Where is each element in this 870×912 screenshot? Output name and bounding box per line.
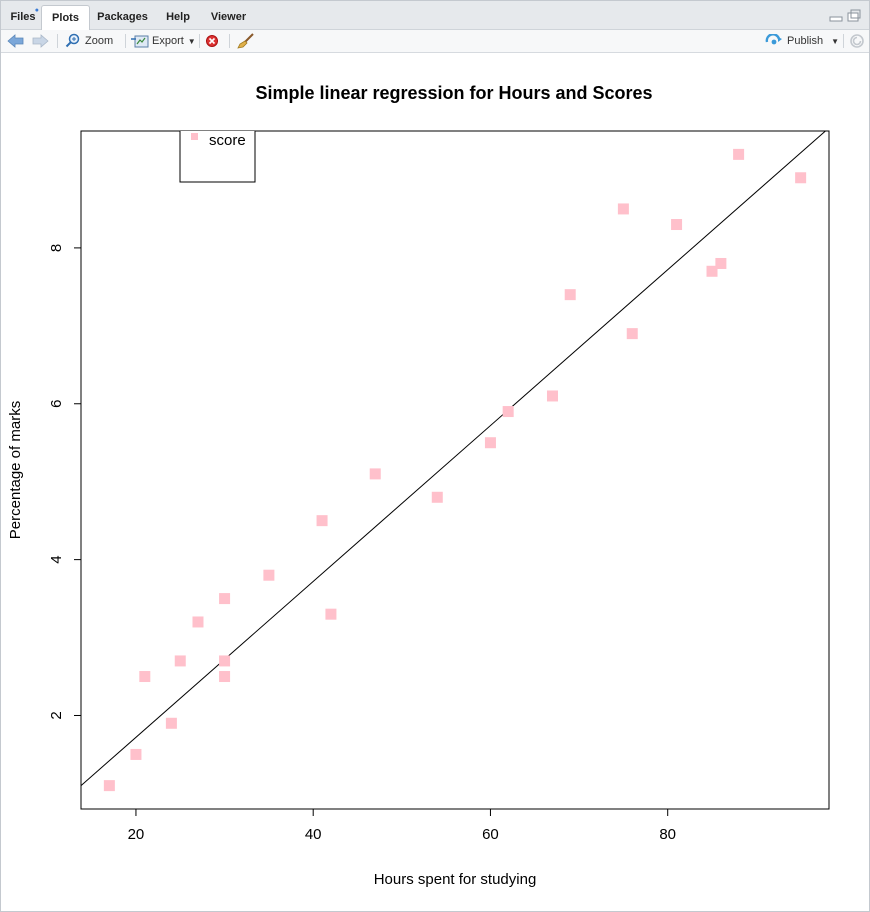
- export-label: Export: [152, 35, 184, 47]
- plot-frame: [80, 130, 830, 810]
- toolbar-separator: [229, 34, 230, 48]
- data-point: [484, 437, 496, 449]
- refresh-icon: [850, 34, 864, 48]
- line-layer: [81, 131, 827, 786]
- tab-plots[interactable]: Plots: [41, 5, 90, 30]
- tab-help[interactable]: Help: [155, 5, 201, 29]
- plots-toolbar: Zoom Export ▼ Publish ▼: [1, 30, 869, 53]
- data-point: [733, 148, 745, 160]
- remove-plot-icon: [206, 35, 218, 47]
- publish-label: Publish: [787, 35, 824, 47]
- zoom-label: Zoom: [85, 35, 114, 47]
- data-point: [263, 569, 275, 581]
- export-menu-button[interactable]: Export ▼: [131, 30, 196, 52]
- x-tick-label: 60: [482, 826, 499, 843]
- regression-line: [81, 131, 827, 786]
- data-point: [316, 515, 328, 527]
- chevron-down-icon: ▼: [831, 36, 839, 46]
- refresh-plot-button[interactable]: [849, 30, 865, 52]
- data-point: [795, 172, 807, 184]
- toolbar-separator: [125, 34, 126, 48]
- y-tick-label: 6: [48, 400, 65, 408]
- y-tick-label: 2: [48, 711, 65, 719]
- maximize-icon[interactable]: [847, 9, 861, 22]
- y-tick-label: 4: [48, 555, 65, 563]
- data-point: [546, 390, 558, 402]
- data-point: [502, 406, 514, 418]
- tab-plots-label: Plots: [52, 12, 79, 24]
- publish-icon: [765, 34, 782, 45]
- tab-files[interactable]: Files ●: [5, 5, 41, 29]
- broom-icon: [237, 33, 254, 49]
- data-point: [671, 219, 683, 231]
- legend-box: [179, 131, 256, 183]
- tab-packages[interactable]: Packages: [90, 5, 155, 29]
- x-tick-label: 40: [305, 826, 322, 843]
- tab-viewer-label: Viewer: [210, 11, 247, 23]
- data-point: [617, 203, 629, 215]
- data-point: [219, 671, 231, 683]
- legend: score: [179, 131, 256, 183]
- y-tick-label: 8: [48, 244, 65, 252]
- data-point: [626, 328, 638, 340]
- arrow-left-icon: [7, 34, 24, 48]
- zoom-icon: [65, 33, 80, 48]
- data-point: [369, 468, 381, 480]
- x-tick-label: 20: [128, 826, 145, 843]
- export-icon: [131, 35, 149, 48]
- tab-files-label: Files: [10, 11, 36, 23]
- toolbar-separator: [57, 34, 58, 48]
- toolbar-separator: [843, 34, 844, 48]
- tick-layer: 20 40 60 80 2 4 6 8: [48, 244, 676, 843]
- data-point: [103, 780, 115, 792]
- data-point: [431, 491, 443, 503]
- window-controls: [829, 9, 861, 23]
- point-layer: [103, 148, 807, 792]
- x-tick-label: 80: [659, 826, 676, 843]
- data-point: [219, 655, 231, 667]
- forward-button[interactable]: [31, 30, 49, 52]
- arrow-right-icon: [32, 34, 49, 48]
- data-point: [325, 608, 337, 620]
- data-point: [715, 257, 727, 269]
- data-point: [174, 655, 186, 667]
- data-point: [219, 593, 231, 605]
- pane-tab-bar: Files ● Plots Packages Help Viewer: [1, 1, 869, 30]
- tab-packages-label: Packages: [97, 11, 148, 23]
- y-axis-label: Percentage of marks: [7, 401, 24, 539]
- toolbar-separator: [199, 34, 200, 48]
- chart-title: Simple linear regression for Hours and S…: [255, 83, 652, 103]
- legend-label: score: [209, 132, 246, 149]
- minimize-icon[interactable]: [829, 16, 843, 22]
- clear-all-plots-button[interactable]: [237, 30, 255, 52]
- data-point: [564, 289, 576, 301]
- unsaved-dot-icon: ●: [34, 7, 39, 14]
- chevron-down-icon: ▼: [187, 36, 196, 46]
- remove-plot-button[interactable]: [205, 30, 219, 52]
- tab-viewer[interactable]: Viewer: [201, 5, 256, 29]
- data-point: [139, 671, 151, 683]
- data-point: [165, 717, 177, 729]
- data-point: [706, 265, 718, 277]
- back-button[interactable]: [7, 30, 25, 52]
- data-point: [192, 616, 204, 628]
- legend-marker: [191, 133, 198, 140]
- zoom-button[interactable]: Zoom: [65, 30, 113, 52]
- data-point: [130, 748, 142, 760]
- publish-button[interactable]: Publish ▼: [765, 30, 839, 52]
- tab-help-label: Help: [166, 11, 190, 23]
- regression-plot: Simple linear regression for Hours and S…: [7, 83, 830, 888]
- x-axis-label: Hours spent for studying: [374, 871, 537, 888]
